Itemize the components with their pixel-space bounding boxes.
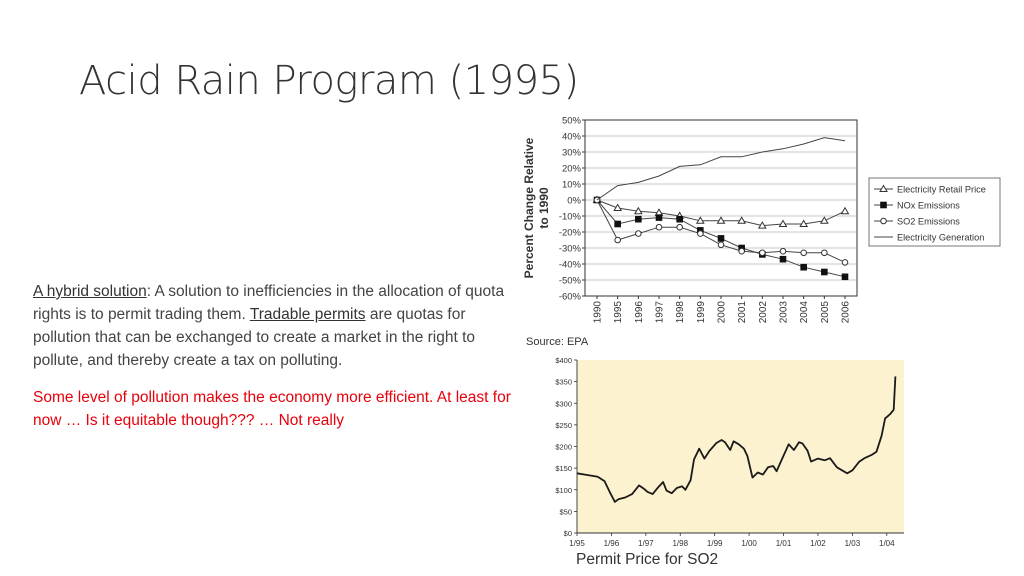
data-point-electricity-retail-price (695, 216, 705, 224)
y-tick-label: $350 (555, 378, 572, 387)
x-tick-label: 1/99 (707, 539, 723, 548)
data-point-electricity-retail-price (840, 206, 850, 215)
x-tick-label: 2002 (758, 301, 769, 324)
slide-title: Acid Rain Program (1995) (79, 58, 579, 104)
paragraph-text-1: : A solution to inefficiencies in the al… (33, 283, 505, 323)
y-tick-label: -50% (559, 276, 582, 287)
data-point-nox-emissions (635, 215, 642, 223)
data-point-so2-emissions (676, 223, 683, 231)
data-point-so2-emissions (697, 230, 704, 237)
data-point-so2-emissions (635, 230, 642, 237)
data-point-nox-emissions (717, 235, 725, 242)
x-tick-label: 1998 (675, 301, 686, 324)
series-line-so2-emissions (596, 199, 846, 263)
data-point-electricity-retail-price (819, 216, 829, 224)
x-tick-label: 1/03 (845, 539, 861, 548)
data-point-electricity-retail-price (633, 206, 643, 215)
data-point-electricity-retail-price (778, 219, 788, 227)
data-point-so2-emissions (614, 236, 621, 244)
x-tick-label: 1995 (613, 301, 624, 324)
x-tick-label: 2005 (820, 301, 831, 324)
data-point-nox-emissions (779, 255, 787, 263)
x-tick-label: 1996 (634, 301, 645, 324)
data-point-nox-emissions (676, 215, 683, 223)
data-point-electricity-retail-price (737, 216, 747, 224)
price-line (576, 376, 897, 503)
y-axis-label: Percent Change Relativeto 1990 (522, 137, 551, 278)
y-tick-label: 50% (562, 116, 582, 127)
x-tick-label: 1/02 (810, 539, 826, 548)
x-tick-label: 2001 (737, 301, 748, 324)
x-tick-label: 1999 (696, 301, 707, 324)
permit-price-chart: $400 $350 $300 $250 $200 $150 $100 $50 $01/95 1/9… (555, 356, 904, 548)
data-point-electricity-retail-price (757, 221, 767, 229)
legend-marker-so2-emissions (880, 217, 887, 225)
data-point-nox-emissions (841, 273, 849, 281)
legend-label-so2-emissions: SO2 Emissions (897, 217, 960, 227)
y-tick-label: $50 (559, 507, 572, 516)
x-tick-label: 2000 (717, 301, 728, 324)
y-tick-label: $300 (555, 399, 572, 408)
y-tick-label: 40% (562, 132, 582, 143)
paragraph-text-2: are quotas for pollution that can be exc… (33, 306, 476, 369)
legend-label-electricity-retail-price: Electricity Retail Price (897, 185, 986, 195)
data-point-so2-emissions (655, 223, 663, 231)
legend-label-nox-emissions: NOx Emissions (897, 201, 960, 211)
y-tick-label: -40% (559, 260, 582, 271)
x-tick-label: 1/00 (741, 539, 757, 548)
series-line-electricity-generation (596, 137, 846, 201)
x-tick-label: 1990 (593, 301, 604, 324)
y-tick-label: $200 (555, 443, 572, 452)
y-tick-label: 0% (567, 196, 581, 207)
y-tick-label: $0 (564, 529, 572, 538)
data-point-nox-emissions (614, 220, 621, 228)
x-tick-label: 1997 (655, 301, 666, 324)
data-point-so2-emissions (821, 249, 828, 257)
highlight-paragraph: Some level of pollution makes the econom… (33, 389, 511, 429)
y-tick-label: -10% (559, 212, 582, 223)
x-tick-label: 1/95 (569, 539, 585, 548)
body-paragraph: A hybrid solution: A solution to ineffic… (33, 280, 518, 372)
y-tick-label: 20% (562, 164, 582, 175)
data-point-so2-emissions (759, 249, 766, 257)
y-tick-label: $150 (555, 464, 572, 473)
y-tick-label: -20% (559, 228, 582, 239)
source-label: Source: EPA (526, 336, 589, 348)
legend-marker-nox-emissions (880, 201, 887, 209)
y-tick-label: 10% (562, 180, 582, 191)
legend-label-electricity-generation: Electricity Generation (897, 233, 984, 243)
x-tick-label: 2006 (841, 301, 852, 324)
x-tick-label: 2003 (779, 301, 790, 324)
data-point-electricity-retail-price (716, 216, 726, 224)
y-tick-label: -60% (559, 292, 582, 303)
x-tick-label: 1/01 (776, 539, 792, 548)
x-tick-label: 1/04 (879, 539, 895, 548)
y-tick-label: $400 (555, 356, 572, 365)
data-point-electricity-retail-price (799, 219, 809, 227)
data-point-nox-emissions (655, 214, 663, 221)
term-tradable-permits: Tradable permits (249, 306, 366, 323)
emissions-line-chart: 50% 40% 30% 20% 10% 0% -10% -20% -30% -40% -50% -60… (522, 116, 1001, 348)
data-point-so2-emissions (738, 247, 745, 255)
y-tick-label: $250 (555, 421, 572, 430)
y-tick-label: -30% (559, 244, 582, 255)
data-point-nox-emissions (800, 263, 807, 271)
data-point-so2-emissions (841, 259, 849, 266)
x-tick-label: 2004 (799, 301, 810, 324)
data-point-nox-emissions (821, 268, 828, 276)
y-tick-label: $100 (555, 486, 572, 495)
x-tick-label: 1/96 (604, 539, 620, 548)
data-point-so2-emissions (800, 249, 807, 257)
y-tick-label: 30% (562, 148, 582, 159)
x-tick-label: 1/97 (638, 539, 654, 548)
chart-caption: Permit Price for SO2 (576, 551, 719, 568)
data-point-electricity-retail-price (613, 203, 623, 211)
x-tick-label: 1/98 (672, 539, 688, 548)
legend-marker-electricity-retail-price (879, 184, 888, 192)
data-point-so2-emissions (779, 247, 787, 255)
term-hybrid-solution: A hybrid solution (33, 283, 147, 300)
data-point-so2-emissions (717, 241, 725, 249)
